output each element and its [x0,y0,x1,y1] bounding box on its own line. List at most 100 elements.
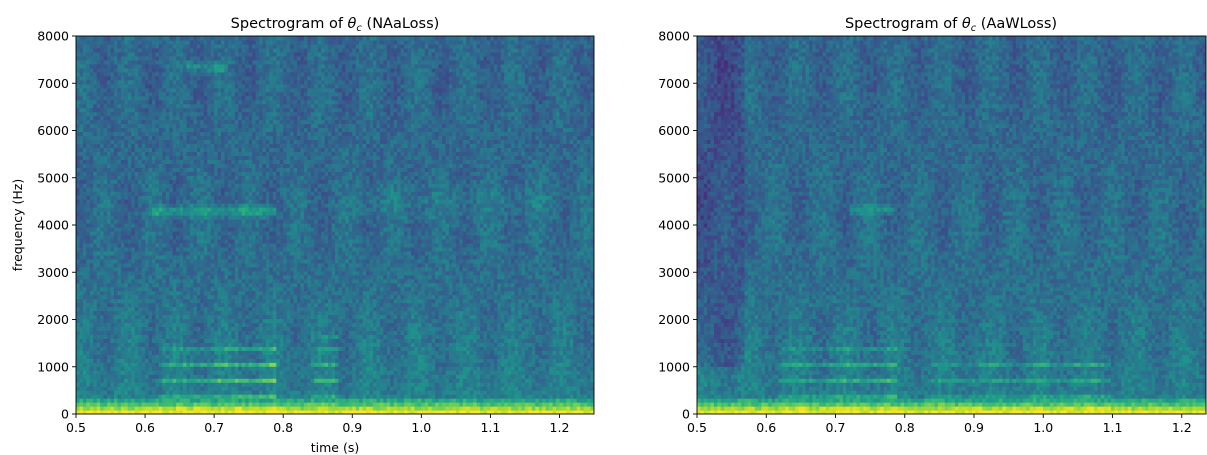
heatmap-cell [120,358,125,363]
heatmap-cell [138,290,143,296]
heatmap-cell [252,366,257,371]
heatmap-cell [193,191,198,196]
heatmap-cell [231,306,236,312]
heatmap-cell [245,171,250,176]
heatmap-cell [224,159,229,164]
heatmap-cell [252,203,257,208]
heatmap-cell [107,207,112,212]
heatmap-cell [224,39,229,45]
heatmap-cell [245,270,250,276]
heatmap-cell [179,322,184,328]
heatmap-cell [231,187,236,192]
heatmap-cell [252,270,257,276]
heatmap-cell [158,410,163,414]
heatmap-cell [183,262,188,268]
heatmap-cell [189,199,195,204]
heatmap-cell [100,298,105,304]
heatmap-cell [203,47,208,53]
heatmap-cell [131,370,136,375]
heatmap-cell [145,175,150,180]
heatmap-cell [151,354,157,359]
heatmap-cell [217,230,222,236]
heatmap-cell [193,322,198,328]
heatmap-cell [141,183,146,188]
heatmap-cell [169,314,174,320]
heatmap-cell [148,47,153,53]
heatmap-cell [224,278,229,284]
heatmap-cell [82,95,87,101]
heatmap-cell [238,219,243,224]
heatmap-cell [169,155,174,160]
heatmap-cell [193,262,198,268]
heatmap-cell [217,199,222,204]
heatmap-cell [145,310,150,316]
heatmap-cell [141,63,146,69]
heatmap-cell [113,43,119,49]
heatmap-cell [193,79,198,85]
heatmap-cell [134,36,139,41]
heatmap-cell [158,334,163,339]
heatmap-cell [176,282,181,288]
heatmap-cell [86,390,91,395]
heatmap-cell [120,270,125,276]
heatmap-cell [120,402,125,407]
heatmap-cell [134,230,139,236]
heatmap-cell [214,250,219,256]
heatmap-cell [207,378,212,383]
heatmap-cell [148,250,153,256]
heatmap-cell [162,286,167,292]
heatmap-cell [151,151,157,156]
heatmap-cell [86,191,91,196]
heatmap-cell [231,119,236,125]
heatmap-cell [138,183,143,188]
heatmap-cell [169,91,174,97]
heatmap-cell [210,282,215,288]
heatmap-cell [100,123,105,129]
heatmap-cell [134,266,139,272]
heatmap-cell [138,131,143,137]
heatmap-cell [82,402,87,407]
heatmap-cell [231,143,236,149]
heatmap-cell [145,183,150,188]
heatmap-cell [103,410,108,414]
heatmap-cell [107,282,112,288]
heatmap-cell [165,163,170,168]
heatmap-cell [151,298,157,304]
heatmap-cell [186,131,191,137]
heatmap-cell [151,394,157,399]
heatmap-cell [227,390,232,395]
heatmap-cell [93,358,98,363]
heatmap-cell [110,47,115,53]
heatmap-cell [210,254,215,260]
heatmap-cell [203,274,208,280]
heatmap-cell [155,59,160,65]
heatmap-cell [234,207,239,212]
heatmap-cell [214,99,219,105]
heatmap-cell [141,226,146,232]
heatmap-cell [176,254,181,260]
heatmap-cell [100,226,105,232]
heatmap-cell [248,286,253,292]
heatmap-cell [227,207,232,212]
heatmap-cell [131,230,136,236]
heatmap-cell [162,183,167,188]
heatmap-cell [107,63,112,69]
heatmap-cell [145,338,150,343]
heatmap-cell [86,151,91,156]
heatmap-cell [158,171,163,176]
heatmap-cell [158,318,163,324]
heatmap-cell [145,234,150,240]
heatmap-cell [148,318,153,324]
heatmap-cell [107,286,112,292]
heatmap-cell [79,151,84,156]
heatmap-cell [158,286,163,292]
heatmap-cell [131,79,136,85]
heatmap-cell [193,306,198,312]
heatmap-cell [162,43,167,49]
heatmap-cell [134,326,139,332]
heatmap-cell [138,342,143,347]
heatmap-cell [165,55,170,61]
heatmap-cell [110,115,115,121]
heatmap-cell [134,155,139,160]
heatmap-cell [172,91,177,97]
